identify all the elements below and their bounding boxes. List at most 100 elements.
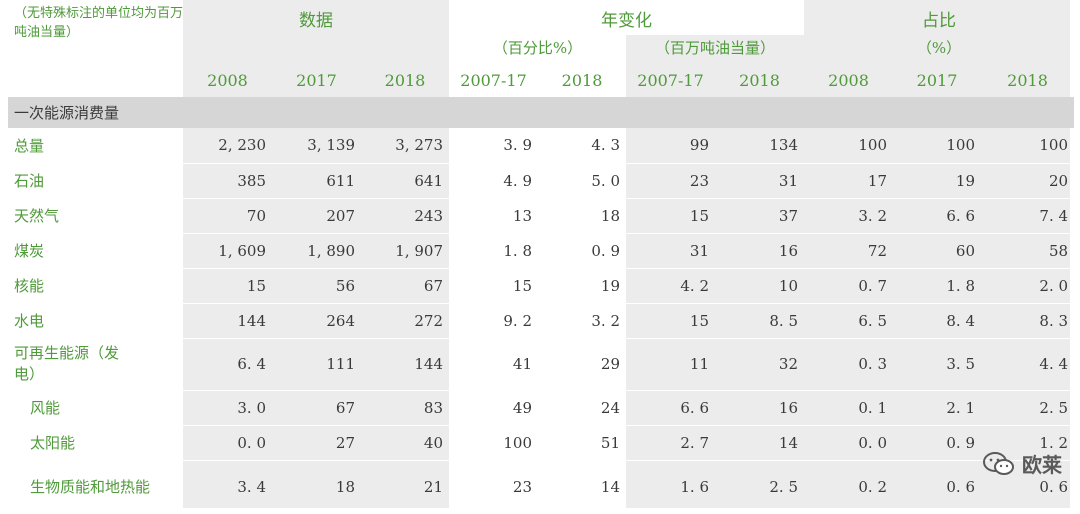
row-label: 可再生能源（发电） [8, 338, 183, 391]
cell-value: 3. 2 [804, 198, 894, 234]
cell-value: 5. 0 [538, 163, 627, 199]
cell-value: 3, 273 [361, 128, 450, 164]
subgroup-header-row: （百分比%） （百万吨油当量） （%） [8, 31, 1074, 63]
cell-value: 23 [449, 460, 539, 514]
cell-value: 1, 890 [272, 233, 361, 269]
cell-value: 32 [715, 338, 805, 391]
cell-value: 31 [715, 163, 805, 199]
cell-value: 27 [272, 425, 361, 461]
cell-value: 15 [626, 303, 716, 339]
cell-value: 243 [361, 198, 450, 234]
watermark-text: 欧莱 [1022, 453, 1062, 477]
wechat-icon [983, 451, 1014, 475]
row-label: 石油 [8, 163, 183, 199]
cell-value: 6. 5 [804, 303, 894, 339]
cell-value: 4. 3 [538, 128, 627, 164]
subgroup-pct: （百分比%） [492, 38, 583, 57]
cell-value: 16 [715, 390, 805, 426]
table-row: 太阳能 0. 0 27 40 100 51 2. 7 14 0. 0 0. 9 1. 2 [8, 425, 1075, 461]
group-share: 占比 [922, 11, 957, 31]
cell-value: 58 [981, 233, 1075, 269]
cell-value: 385 [183, 163, 272, 199]
cell-value: 0. 7 [804, 268, 894, 304]
cell-value: 3. 0 [183, 390, 272, 426]
row-label: 天然气 [8, 198, 183, 234]
cell-value: 100 [449, 425, 539, 461]
cell-value: 0. 1 [804, 390, 894, 426]
section-row: 一次能源消费量 [8, 97, 1075, 128]
row-label: 总量 [8, 128, 183, 164]
cell-value: 0. 6 [893, 460, 982, 514]
subgroup-mtoe: （百万吨油当量） [655, 38, 776, 57]
table-row: 煤炭 1, 609 1, 890 1, 907 1. 8 0. 9 31 16 72 60 58 [8, 233, 1075, 269]
cell-value: 2. 5 [715, 460, 805, 514]
cell-value: 264 [272, 303, 361, 339]
cell-value: 23 [626, 163, 716, 199]
cell-value: 1, 907 [361, 233, 450, 269]
year-header: 2017 [916, 70, 958, 90]
cell-value: 67 [272, 390, 361, 426]
row-label: 风能 [8, 390, 183, 426]
cell-value: 6. 6 [626, 390, 716, 426]
cell-value: 8. 4 [893, 303, 982, 339]
cell-value: 3. 9 [449, 128, 539, 164]
cell-value: 15 [626, 198, 716, 234]
cell-value: 2. 0 [981, 268, 1075, 304]
cell-value: 3. 5 [893, 338, 982, 391]
cell-value: 2. 1 [893, 390, 982, 426]
cell-value: 3, 139 [272, 128, 361, 164]
cell-value: 67 [361, 268, 450, 304]
year-header: 2017 [296, 70, 337, 90]
table-row: 生物质能和地热能 3. 4 18 21 23 14 1. 6 2. 5 0. 2 0. 6 0. 6 [8, 460, 1075, 514]
year-header: 2007-17 [460, 70, 527, 90]
watermark: 欧莱 [982, 449, 1062, 478]
cell-value: 51 [538, 425, 627, 461]
cell-value: 2. 5 [981, 390, 1075, 426]
group-data: 数据 [299, 11, 333, 31]
cell-value: 24 [538, 390, 627, 426]
cell-value: 3. 4 [183, 460, 272, 514]
cell-value: 15 [183, 268, 272, 304]
cell-value: 611 [272, 163, 361, 199]
cell-value: 6. 6 [893, 198, 982, 234]
cell-value: 1, 609 [183, 233, 272, 269]
cell-value: 17 [804, 163, 894, 199]
cell-value: 14 [538, 460, 627, 514]
year-header: 2018 [561, 70, 603, 90]
cell-value: 21 [361, 460, 450, 514]
cell-value: 3. 2 [538, 303, 627, 339]
cell-value: 1. 6 [626, 460, 716, 514]
energy-consumption-table: （无特殊标注的单位均为百万吨油当量） 数据 年变化 占比 （百分比%） （百万吨… [8, 0, 1075, 514]
table-row: 水电 144 264 272 9. 2 3. 2 15 8. 5 6. 5 8. 4 8. 3 [8, 303, 1075, 339]
cell-value: 0. 3 [804, 338, 894, 391]
cell-value: 0. 2 [804, 460, 894, 514]
cell-value: 144 [183, 303, 272, 339]
cell-value: 99 [626, 128, 716, 164]
cell-value: 0. 0 [183, 425, 272, 461]
cell-value: 272 [361, 303, 450, 339]
year-header-row: 2008 2017 2018 2007-17 2018 2007-17 2018… [8, 63, 1074, 97]
cell-value: 49 [449, 390, 539, 426]
table-row: 天然气 70 207 243 13 18 15 37 3. 2 6. 6 7. 4 [8, 198, 1075, 234]
year-header: 2018 [1007, 70, 1048, 90]
cell-value: 56 [272, 268, 361, 304]
cell-value: 15 [449, 268, 539, 304]
cell-value: 16 [715, 233, 805, 269]
cell-value: 8. 5 [715, 303, 805, 339]
cell-value: 2, 230 [183, 128, 272, 164]
section-title: 一次能源消费量 [8, 97, 1075, 128]
cell-value: 9. 2 [449, 303, 539, 339]
cell-value: 641 [361, 163, 450, 199]
cell-value: 29 [538, 338, 627, 391]
cell-value: 18 [272, 460, 361, 514]
table-row: 总量 2, 230 3, 139 3, 273 3. 9 4. 3 99 134 100 100 1… [8, 128, 1075, 164]
year-header: 2018 [739, 70, 780, 90]
cell-value: 1. 2 [981, 425, 1075, 461]
cell-value: 144 [361, 338, 450, 391]
cell-value: 100 [893, 128, 982, 164]
cell-value: 13 [449, 198, 539, 234]
row-label: 水电 [8, 303, 183, 339]
cell-value: 31 [626, 233, 716, 269]
year-header: 2007-17 [637, 70, 704, 90]
